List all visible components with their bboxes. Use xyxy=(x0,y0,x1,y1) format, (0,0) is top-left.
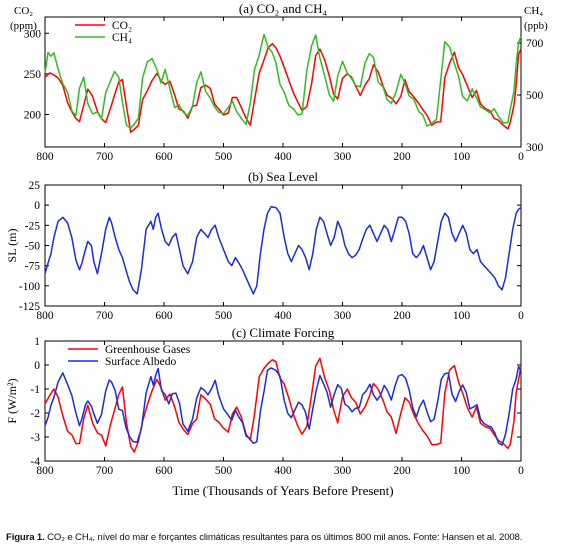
climate-forcing-y-axis-label: F (W/m²) xyxy=(5,378,19,423)
x-tick-label: 800 xyxy=(36,310,54,322)
x-tick-label: 200 xyxy=(393,310,411,322)
series-line-co2-ch4-1 xyxy=(44,33,522,130)
x-tick-label: 100 xyxy=(453,151,471,163)
y-tick-label: 1 xyxy=(34,336,40,348)
y2-tick-label: 300 xyxy=(526,142,544,154)
y2-tick-label: 500 xyxy=(526,90,544,102)
x-tick-label: 400 xyxy=(274,310,292,322)
x-tick-label: 200 xyxy=(393,465,411,477)
x-tick-label: 600 xyxy=(155,465,173,477)
x-tick-label: 600 xyxy=(155,151,173,163)
y-tick-label: 0 xyxy=(34,360,40,372)
y-tick-label: 200 xyxy=(24,110,42,122)
x-tick-label: 0 xyxy=(518,465,524,477)
x-tick-label: 0 xyxy=(518,151,524,163)
x-tick-label: 0 xyxy=(518,310,524,322)
x-tick-label: 800 xyxy=(36,151,54,163)
series-line-climate-forcing-1 xyxy=(44,365,522,446)
sea-level-chart: (b) Sea Level 800 700 600 500 400 300 200 100 0 25… xyxy=(5,169,524,322)
co2-ch4-title: (a) CO₂ and CH₄ xyxy=(239,1,328,16)
x-tick-label: 100 xyxy=(453,465,471,477)
y-tick-label: 250 xyxy=(24,69,42,81)
left-axis-label: CO₂ xyxy=(14,5,33,17)
figure-caption: Figura 1. CO₂ e CH₄, nível do mar e forç… xyxy=(6,532,562,543)
y-tick-label: 300 xyxy=(24,28,42,40)
sea-level-plot-frame xyxy=(44,184,522,307)
x-tick-label: 800 xyxy=(36,465,54,477)
co2-ch4-chart: (a) CO₂ and CH₄ 800 700 600 500 400 300 200 100 0… xyxy=(10,1,548,163)
x-tick-label: 100 xyxy=(453,310,471,322)
legend-label: CH₄ xyxy=(112,32,132,44)
x-tick-label: 300 xyxy=(334,310,352,322)
legend-label: CO₂ xyxy=(112,20,132,32)
y-tick-label: -25 xyxy=(25,220,41,232)
x-tick-label: 700 xyxy=(96,465,114,477)
y-tick-label: -100 xyxy=(19,281,40,293)
y-tick-label: 25 xyxy=(29,180,41,192)
x-tick-label: 400 xyxy=(274,465,292,477)
legend-label: Greenhouse Gases xyxy=(105,344,191,356)
climate-forcing-title: (c) Climate Forcing xyxy=(232,325,335,340)
y-tick-label: -50 xyxy=(25,241,41,253)
x-tick-label: 500 xyxy=(215,151,233,163)
x-tick-label: 200 xyxy=(393,151,411,163)
right-axis-unit: (ppb) xyxy=(524,20,548,32)
series-line-co2-ch4-0 xyxy=(44,42,522,133)
y-tick-label: 0 xyxy=(34,200,40,212)
x-tick-label: 500 xyxy=(215,465,233,477)
caption-text: CO₂ e CH₄, nível do mar e forçantes clim… xyxy=(44,532,523,543)
x-tick-label: 700 xyxy=(96,151,114,163)
y-tick-label: -1 xyxy=(30,384,40,396)
series-line-sea-level-0 xyxy=(44,206,522,295)
y-tick-label: -125 xyxy=(19,301,40,313)
climate-forcing-chart: (c) Climate Forcing 800 700 600 500 400 300 200… xyxy=(5,325,524,498)
right-axis-label: CH₄ xyxy=(524,5,543,17)
x-axis-label: Time (Thousands of Years Before Present) xyxy=(172,483,393,498)
left-axis-unit: (ppm) xyxy=(10,20,37,32)
x-tick-label: 300 xyxy=(334,465,352,477)
legend-label: Surface Albedo xyxy=(105,356,176,368)
y-tick-label: -2 xyxy=(30,408,40,420)
sea-level-title: (b) Sea Level xyxy=(248,169,318,184)
series-line-climate-forcing-0 xyxy=(44,357,522,453)
x-tick-label: 300 xyxy=(334,151,352,163)
y-tick-label: -4 xyxy=(30,456,40,468)
caption-label: Figura 1. xyxy=(6,532,45,543)
x-tick-label: 700 xyxy=(96,310,114,322)
x-tick-label: 400 xyxy=(274,151,292,163)
y2-tick-label: 700 xyxy=(526,38,544,50)
x-tick-label: 500 xyxy=(215,310,233,322)
y-tick-label: -3 xyxy=(30,432,40,444)
x-tick-label: 600 xyxy=(155,310,173,322)
sea-level-y-axis-label: SL (m) xyxy=(5,229,19,263)
y-tick-label: -75 xyxy=(25,261,41,273)
